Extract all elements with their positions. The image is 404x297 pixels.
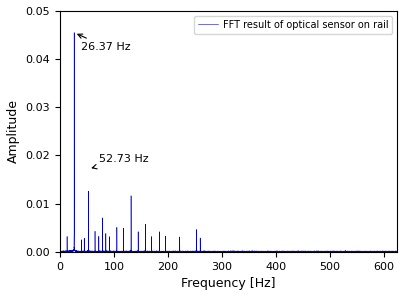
FFT result of optical sensor on rail bbox=[161, 249, 166, 253]
Text: 26.37 Hz: 26.37 Hz bbox=[78, 34, 131, 52]
FFT result of optical sensor on rail bbox=[72, 31, 77, 34]
FFT result of optical sensor on rail bbox=[291, 250, 296, 253]
FFT result of optical sensor on rail bbox=[304, 250, 309, 253]
FFT result of optical sensor on rail bbox=[153, 250, 158, 254]
FFT result of optical sensor on rail bbox=[78, 250, 83, 253]
FFT result of optical sensor on rail bbox=[353, 249, 358, 253]
FFT result of optical sensor on rail bbox=[225, 250, 230, 253]
FFT result of optical sensor on rail bbox=[57, 250, 62, 253]
Line: FFT result of optical sensor on rail: FFT result of optical sensor on rail bbox=[60, 33, 397, 252]
Text: 52.73 Hz: 52.73 Hz bbox=[92, 154, 149, 169]
Legend: FFT result of optical sensor on rail: FFT result of optical sensor on rail bbox=[194, 16, 392, 34]
X-axis label: Frequency [Hz]: Frequency [Hz] bbox=[181, 277, 276, 290]
Y-axis label: Amplitude: Amplitude bbox=[7, 99, 20, 163]
FFT result of optical sensor on rail bbox=[395, 250, 400, 253]
